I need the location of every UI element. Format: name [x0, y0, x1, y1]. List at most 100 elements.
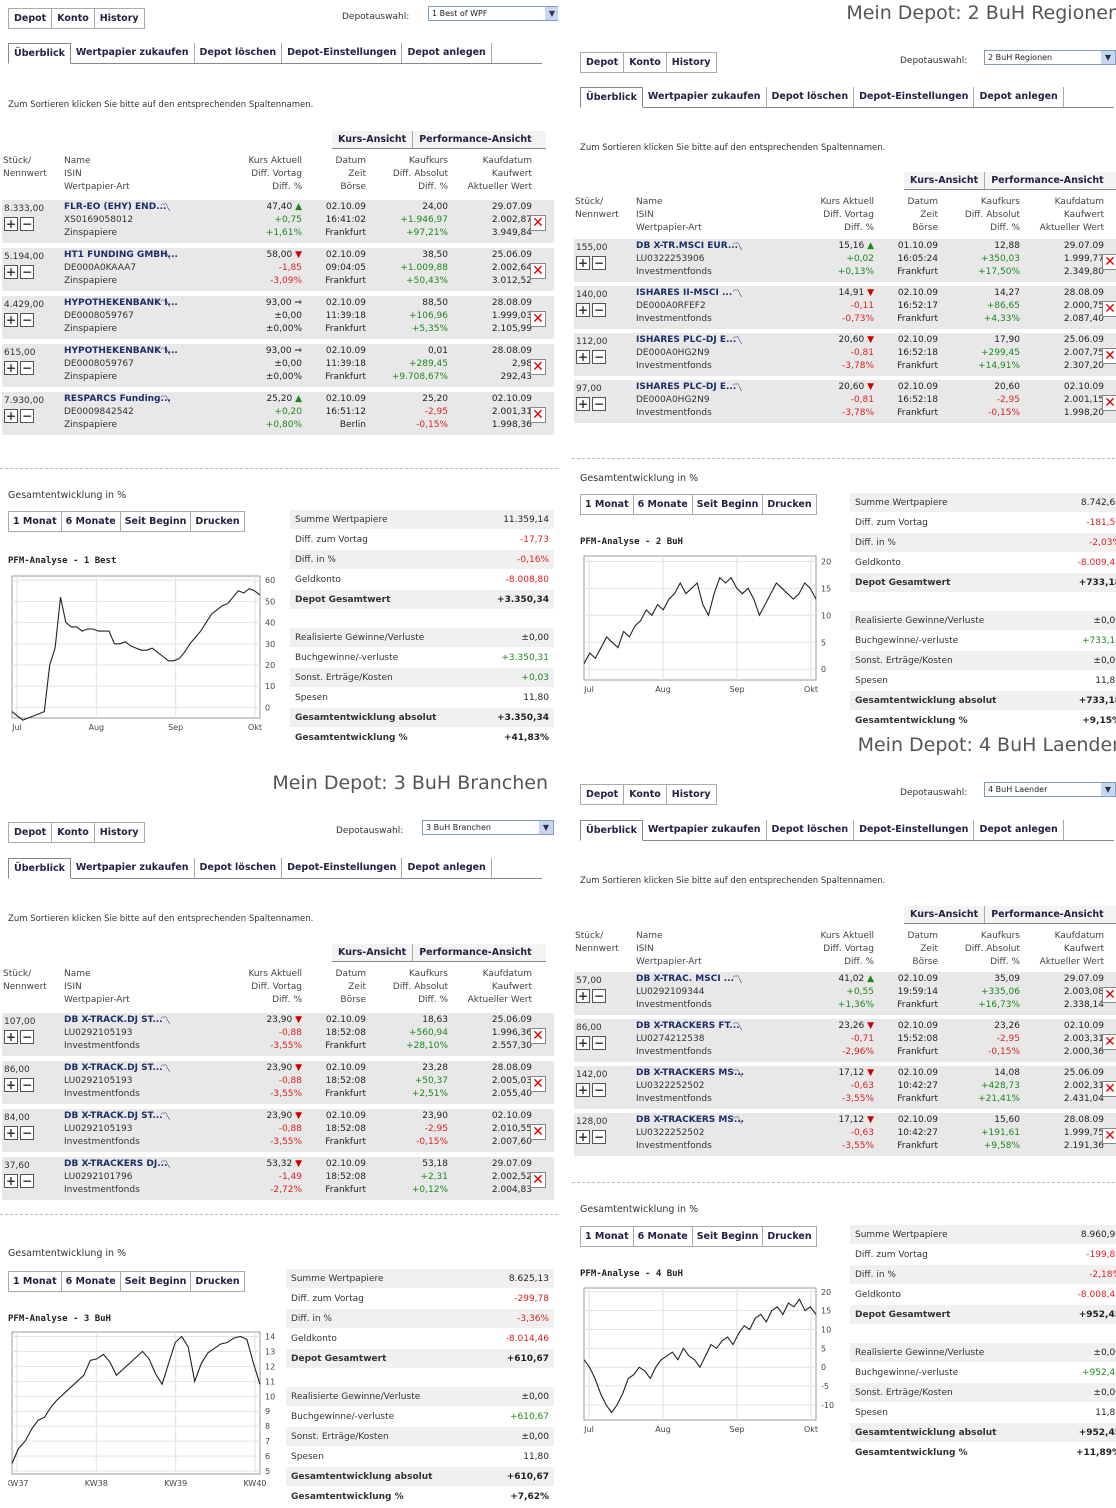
column-header[interactable]: Zeit: [920, 944, 938, 954]
delete-icon[interactable]: ✕: [1102, 1034, 1116, 1050]
column-header[interactable]: Diff. Vortag: [251, 169, 302, 179]
column-header[interactable]: Name: [636, 931, 663, 941]
delete-icon[interactable]: ✕: [530, 311, 546, 327]
sub-tab-2[interactable]: Depot löschen: [767, 87, 855, 107]
column-header[interactable]: ISIN: [64, 169, 82, 179]
chart-icon[interactable]: 〽: [160, 249, 171, 262]
tab-performance-ansicht[interactable]: Performance-Ansicht: [419, 947, 532, 958]
plus-button[interactable]: +: [576, 1083, 590, 1097]
chart-icon[interactable]: 〽: [732, 1067, 743, 1080]
sub-tab-3[interactable]: Depot-Einstellungen: [854, 87, 975, 107]
sub-tab-2[interactable]: Depot löschen: [195, 858, 283, 878]
column-header[interactable]: Kaufwert: [491, 982, 532, 992]
column-header[interactable]: Zeit: [348, 982, 366, 992]
delete-icon[interactable]: ✕: [1102, 254, 1116, 270]
chevron-down-icon[interactable]: ▼: [1101, 783, 1115, 796]
chevron-down-icon[interactable]: ▼: [539, 821, 553, 834]
chart-icon[interactable]: 〽: [732, 1020, 743, 1033]
range-tab-0[interactable]: 1 Monat: [9, 512, 62, 531]
nav-tab-depot[interactable]: Depot: [581, 53, 625, 72]
column-header[interactable]: Aktueller Wert: [1039, 223, 1104, 233]
minus-button[interactable]: −: [592, 1083, 606, 1097]
delete-icon[interactable]: ✕: [1102, 395, 1116, 411]
chart-icon[interactable]: 〽: [732, 334, 743, 347]
minus-button[interactable]: −: [592, 397, 606, 411]
security-name-link[interactable]: DB X-TRACK.DJ ST...: [64, 1111, 163, 1121]
column-header[interactable]: Kurs Aktuell: [248, 969, 302, 979]
plus-button[interactable]: +: [4, 409, 18, 423]
nav-tab-konto[interactable]: Konto: [624, 785, 667, 804]
minus-button[interactable]: −: [592, 350, 606, 364]
column-header[interactable]: Diff. Absolut: [964, 944, 1020, 954]
chart-icon[interactable]: 〽: [160, 297, 171, 310]
security-name-link[interactable]: RESPARCS Funding...: [64, 394, 171, 404]
nav-tab-depot[interactable]: Depot: [9, 9, 53, 28]
column-header[interactable]: Diff. Vortag: [823, 944, 874, 954]
sub-tab-3[interactable]: Depot-Einstellungen: [854, 820, 975, 840]
depot-select[interactable]: 3 BuH Branchen ▼: [422, 820, 554, 835]
nav-tab-history[interactable]: History: [99, 13, 139, 24]
column-header[interactable]: Diff. %: [272, 182, 302, 192]
tab-performance-ansicht[interactable]: Performance-Ansicht: [419, 134, 532, 145]
security-name-link[interactable]: DB X-TR.MSCI EUR...: [636, 241, 739, 251]
plus-button[interactable]: +: [4, 361, 18, 375]
nav-tab-konto[interactable]: Konto: [52, 823, 95, 842]
column-header[interactable]: Kurs Aktuell: [820, 197, 874, 207]
minus-button[interactable]: −: [20, 1078, 34, 1092]
column-header[interactable]: Nennwert: [3, 169, 47, 179]
column-header[interactable]: Diff. Absolut: [964, 210, 1020, 220]
column-header[interactable]: Diff. Absolut: [392, 982, 448, 992]
column-header[interactable]: Börse: [912, 223, 938, 233]
sub-tab-1[interactable]: Wertpapier zukaufen: [643, 820, 767, 840]
sub-tab-0[interactable]: Überblick: [8, 858, 71, 879]
column-header[interactable]: Börse: [912, 957, 938, 967]
range-tab-3[interactable]: Drucken: [767, 499, 812, 510]
minus-button[interactable]: −: [20, 313, 34, 327]
depot-select[interactable]: 1 Best of WPF ▼: [428, 6, 558, 21]
minus-button[interactable]: −: [20, 409, 34, 423]
range-tab-2[interactable]: Seit Beginn: [121, 1272, 192, 1291]
column-header[interactable]: Datum: [907, 931, 938, 941]
plus-button[interactable]: +: [576, 397, 590, 411]
delete-icon[interactable]: ✕: [1102, 987, 1116, 1003]
column-header[interactable]: Stück/: [575, 197, 604, 207]
delete-icon[interactable]: ✕: [530, 359, 546, 375]
column-header[interactable]: Kaufdatum: [1054, 931, 1104, 941]
minus-button[interactable]: −: [20, 1030, 34, 1044]
column-header[interactable]: Aktueller Wert: [467, 995, 532, 1005]
range-tab-2[interactable]: Seit Beginn: [693, 495, 764, 514]
column-header[interactable]: Kaufkurs: [408, 969, 448, 979]
minus-button[interactable]: −: [592, 989, 606, 1003]
range-tab-2[interactable]: Seit Beginn: [693, 1227, 764, 1246]
minus-button[interactable]: −: [592, 1036, 606, 1050]
chart-icon[interactable]: 〽: [160, 345, 171, 358]
column-header[interactable]: Kaufwert: [491, 169, 532, 179]
range-tab-1[interactable]: 6 Monate: [62, 512, 121, 531]
tab-performance-ansicht[interactable]: Performance-Ansicht: [991, 909, 1104, 920]
chart-icon[interactable]: 〽: [160, 1110, 171, 1123]
range-tab-0[interactable]: 1 Monat: [581, 1227, 634, 1246]
delete-icon[interactable]: ✕: [530, 263, 546, 279]
security-name-link[interactable]: ISHARES II-MSCI ...: [636, 288, 733, 298]
column-header[interactable]: Kaufdatum: [482, 969, 532, 979]
minus-button[interactable]: −: [592, 256, 606, 270]
column-header[interactable]: Kaufkurs: [408, 156, 448, 166]
range-tab-1[interactable]: 6 Monate: [62, 1272, 121, 1291]
sub-tab-3[interactable]: Depot-Einstellungen: [282, 43, 403, 63]
minus-button[interactable]: −: [592, 1130, 606, 1144]
sub-tab-0[interactable]: Überblick: [580, 820, 643, 841]
delete-icon[interactable]: ✕: [530, 407, 546, 423]
chart-icon[interactable]: 〽: [732, 973, 743, 986]
security-name-link[interactable]: HYPOTHEKENBANK I...: [64, 298, 178, 308]
plus-button[interactable]: +: [576, 303, 590, 317]
depot-select[interactable]: 4 BuH Laender ▼: [984, 782, 1116, 797]
column-header[interactable]: Börse: [340, 995, 366, 1005]
column-header[interactable]: ISIN: [636, 944, 654, 954]
plus-button[interactable]: +: [4, 1030, 18, 1044]
tab-kurs-ansicht[interactable]: Kurs-Ansicht: [904, 172, 986, 189]
sub-tab-3[interactable]: Depot-Einstellungen: [282, 858, 403, 878]
column-header[interactable]: Diff. %: [990, 957, 1020, 967]
column-header[interactable]: Diff. %: [272, 995, 302, 1005]
sub-tab-4[interactable]: Depot anlegen: [974, 820, 1064, 840]
nav-tab-konto[interactable]: Konto: [52, 9, 95, 28]
